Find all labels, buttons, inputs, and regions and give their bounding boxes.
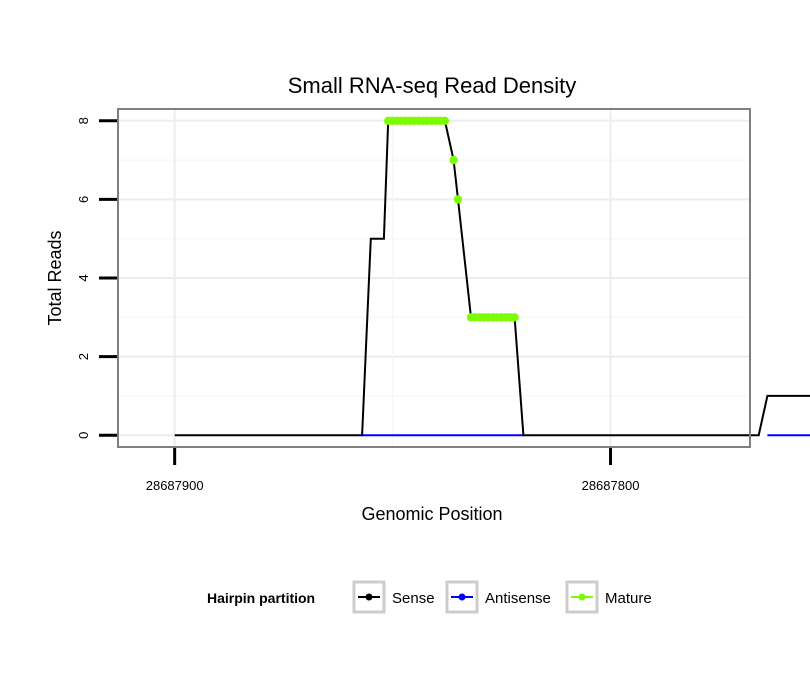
mature-point xyxy=(453,195,463,204)
y-tick-label: 0 xyxy=(76,432,91,439)
legend-label-mature: Mature xyxy=(605,590,652,607)
x-axis-title: Genomic Position xyxy=(361,504,502,524)
y-tick-label: 8 xyxy=(76,117,91,124)
series-line-sense xyxy=(174,119,611,437)
legend-title: Hairpin partition xyxy=(207,590,315,606)
series-line-sense-right-peak xyxy=(610,394,810,437)
mature-point xyxy=(440,116,450,125)
y-tick-label: 4 xyxy=(76,274,91,281)
mature-points xyxy=(384,116,519,322)
legend-key-point xyxy=(458,593,466,601)
y-axis-title: Total Reads xyxy=(45,230,65,325)
legend: Hairpin partition Sense Antisense Mature xyxy=(207,580,652,614)
chart-title: Small RNA-seq Read Density xyxy=(288,73,577,98)
mature-point xyxy=(510,313,519,322)
plot-series xyxy=(174,119,810,437)
y-tick-label: 6 xyxy=(76,196,91,203)
mature-point xyxy=(449,155,458,165)
legend-label-sense: Sense xyxy=(392,590,435,607)
grid xyxy=(118,109,750,447)
x-tick-label: 28687800 xyxy=(582,478,640,493)
legend-key-point xyxy=(578,593,586,601)
plot-panel-border xyxy=(117,108,751,448)
legend-label-antisense: Antisense xyxy=(485,590,551,607)
x-axis: 28687900 28687800 xyxy=(146,448,640,493)
x-tick-label: 28687900 xyxy=(146,478,204,493)
y-tick-label: 2 xyxy=(76,353,91,360)
legend-key-point xyxy=(365,593,373,601)
y-axis: 0 2 4 6 8 xyxy=(76,117,117,439)
